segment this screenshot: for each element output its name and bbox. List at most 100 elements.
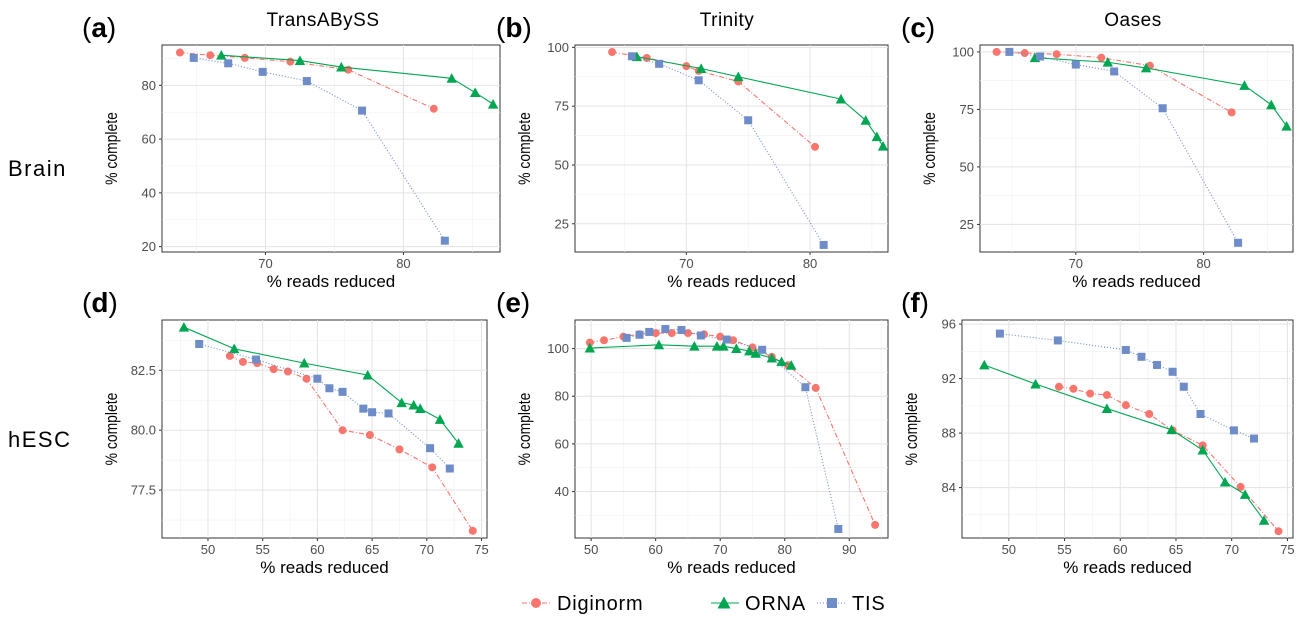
data-point-orna — [776, 356, 787, 367]
x-tick-label: 55 — [255, 542, 269, 557]
grid — [575, 45, 888, 252]
y-axis-label: % complete — [903, 393, 922, 466]
y-tick-label: 60 — [555, 436, 569, 451]
legend-item-diginorm: Diginorm — [522, 593, 643, 615]
series-line-tis — [1009, 51, 1239, 244]
data-point-orna — [653, 339, 665, 350]
data-point-diginorm — [1069, 384, 1078, 393]
data-point-diginorm — [1274, 527, 1283, 536]
data-point-tis — [426, 444, 435, 453]
x-axis-label: % reads reduced — [667, 558, 796, 577]
data-point-tis — [359, 404, 368, 413]
data-point-diginorm — [365, 430, 374, 439]
data-point-orna — [1102, 57, 1113, 67]
y-tick-label: 50 — [555, 157, 569, 172]
x-tick-label: 70 — [1224, 542, 1238, 557]
series-line-tis — [626, 328, 839, 530]
data-point-diginorm — [395, 445, 404, 454]
x-tick-label: 75 — [474, 542, 488, 557]
panel-tag: (f) — [901, 287, 929, 318]
data-point-tis — [677, 326, 686, 335]
series-tis — [1005, 47, 1243, 247]
series-tis — [189, 53, 449, 245]
data-point-tis — [801, 383, 810, 392]
panel-tag: (d) — [82, 287, 118, 318]
data-point-tis — [1121, 345, 1130, 354]
y-tick-label: 77.5 — [131, 483, 156, 498]
row-title-hesc: hESC — [8, 427, 71, 452]
legend-item-tis: TIS — [817, 593, 886, 615]
panel-d: 50 55 60 65 70 75 77.5 80.0 82.5 % reads reduced%… — [82, 287, 489, 577]
y-tick-label: 50 — [960, 159, 974, 174]
x-tick-label: 70 — [713, 542, 727, 557]
series-line-diginorm — [179, 51, 435, 110]
x-tick-label: 70 — [258, 256, 272, 271]
y-tick-label: 80.0 — [131, 423, 156, 438]
x-axis-label: % reads reduced — [1063, 558, 1192, 577]
legend-label: ORNA — [745, 593, 806, 615]
data-point-orna — [979, 359, 990, 370]
data-point-tis — [1071, 60, 1080, 69]
series-tis — [995, 329, 1258, 443]
data-point-diginorm — [642, 53, 651, 62]
column-title-transabyss: TransABySS — [266, 10, 379, 31]
data-point-tis — [1249, 434, 1258, 443]
panel-tag-paren-close: ) — [522, 12, 531, 43]
panel-tag-paren-close: ) — [920, 287, 929, 318]
y-axis-label: % complete — [516, 393, 535, 466]
legend-label: TIS — [852, 593, 886, 615]
series-line-tis — [199, 343, 451, 469]
data-point-tis — [995, 329, 1004, 338]
grid — [575, 320, 888, 538]
y-tick-label: 88 — [942, 426, 956, 441]
data-point-orna — [1239, 489, 1251, 499]
panel-tag: (a) — [82, 12, 116, 43]
data-point-tis — [224, 59, 233, 68]
data-point-diginorm — [286, 57, 295, 66]
x-tick-label: 50 — [584, 542, 598, 557]
data-point-orna — [1281, 120, 1292, 131]
panel-tag-letter: b — [505, 12, 522, 43]
data-point-diginorm — [1236, 482, 1245, 491]
y-axis-label: % complete — [921, 112, 940, 185]
data-point-diginorm — [240, 53, 249, 62]
data-point-orna — [750, 348, 761, 358]
data-point-diginorm — [428, 463, 437, 472]
data-point-orna — [1239, 80, 1250, 90]
legend-item-orna: ORNA — [711, 593, 806, 615]
panel-tag: (b) — [496, 12, 532, 43]
x-tick-label: 80 — [778, 542, 792, 557]
data-point-diginorm — [992, 47, 1001, 56]
series-diginorm — [225, 351, 477, 535]
data-point-tis — [195, 339, 204, 348]
data-point-orna — [415, 403, 426, 414]
series-orna — [979, 359, 1270, 525]
x-tick-label: 50 — [201, 542, 215, 557]
data-point-diginorm — [871, 520, 880, 529]
data-point-tis — [189, 53, 198, 62]
data-point-orna — [689, 341, 700, 351]
data-point-diginorm — [811, 383, 820, 392]
data-point-diginorm — [1227, 108, 1236, 117]
data-point-tis — [834, 524, 843, 533]
data-point-diginorm — [429, 104, 438, 113]
panel-tag-paren-open: ( — [82, 12, 92, 43]
x-tick-label: 80 — [396, 256, 410, 271]
data-point-orna — [584, 342, 596, 353]
y-tick-label: 84 — [942, 480, 956, 495]
data-point-orna — [1030, 378, 1041, 389]
data-point-diginorm — [600, 336, 609, 345]
data-point-orna — [785, 360, 797, 370]
data-point-orna — [835, 93, 847, 104]
data-point-tis — [338, 387, 347, 396]
panel-tag-paren-open: ( — [496, 287, 506, 318]
series-line-tis — [631, 55, 825, 246]
x-tick-label: 65 — [1169, 542, 1183, 557]
panel-tag-paren-open: ( — [496, 12, 506, 43]
data-point-orna — [733, 71, 744, 82]
data-point-orna — [336, 61, 347, 72]
data-point-tis — [1036, 52, 1045, 61]
data-point-tis — [368, 408, 377, 417]
data-point-orna — [1266, 99, 1277, 110]
series-diginorm — [1054, 382, 1283, 536]
